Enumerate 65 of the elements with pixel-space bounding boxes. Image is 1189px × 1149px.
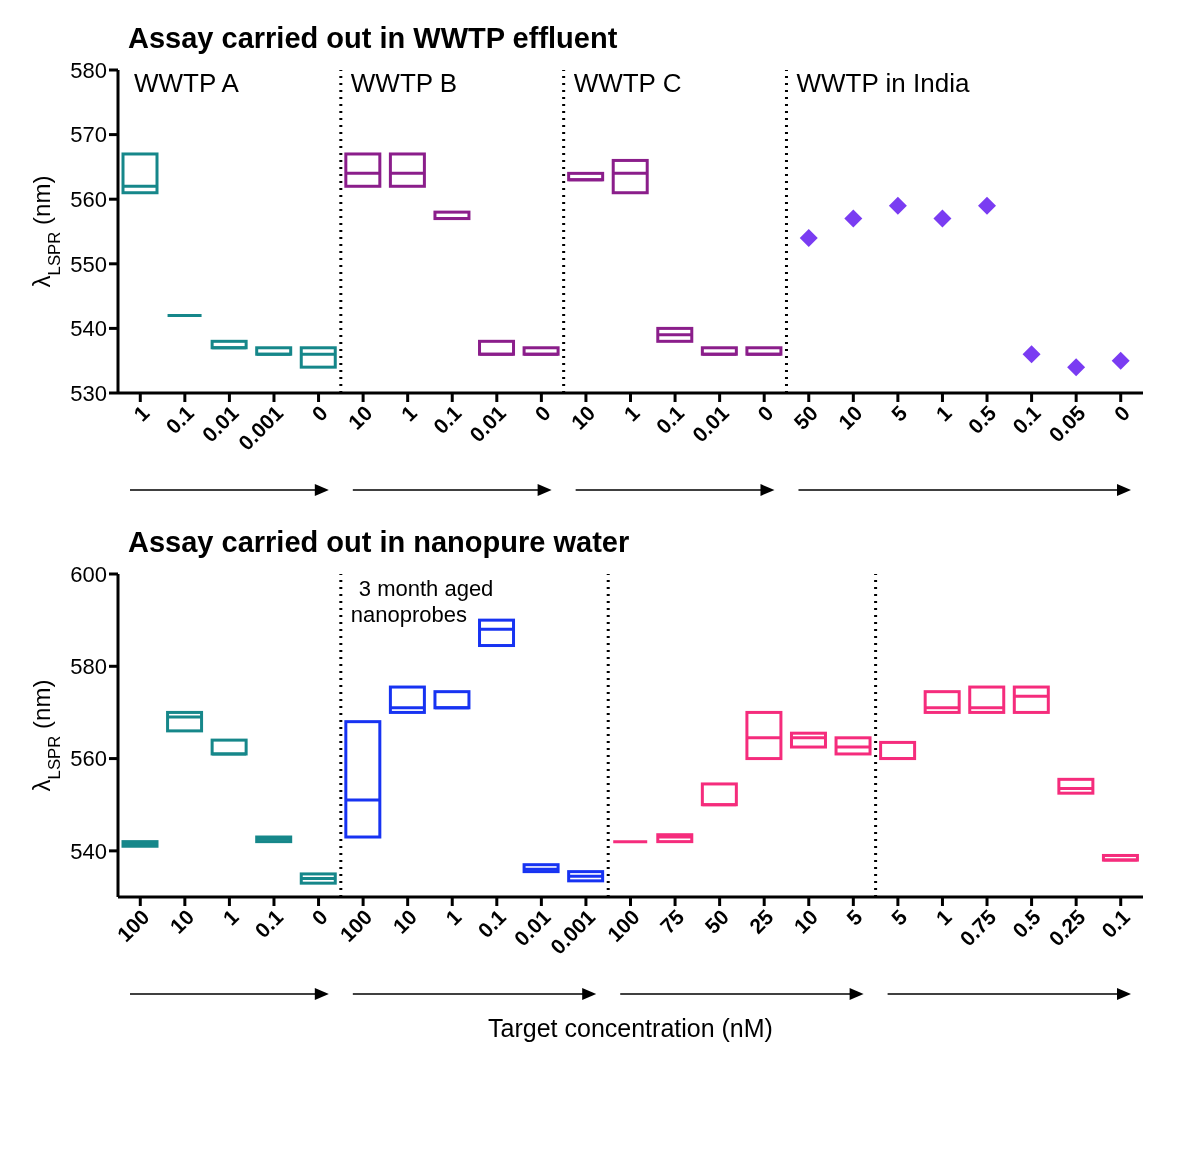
- y-tick-label: 540: [70, 316, 107, 342]
- point: [1022, 345, 1041, 364]
- x-tick-label: 0.1: [651, 400, 689, 439]
- x-tick-label: 10: [165, 905, 199, 938]
- x-tick-label: 100: [335, 905, 377, 947]
- x-tick-label: 5: [886, 904, 912, 930]
- x-tick-label: 0: [307, 401, 332, 426]
- x-tick-label: 100: [112, 905, 154, 947]
- x-axis-title: Target concentration (nM): [487, 1014, 774, 1043]
- y-tick-label: 580: [70, 57, 107, 83]
- x-tick-label: 0.1: [161, 400, 199, 439]
- x-tick-label: 0: [753, 401, 778, 426]
- text: WWTP C: [573, 68, 682, 98]
- point: [844, 209, 863, 228]
- x-tick-label: 0.01: [465, 400, 511, 447]
- x-tick-label: 5: [886, 400, 912, 426]
- x-tick-label: 10: [343, 401, 377, 434]
- chart-title: Assay carried out in WWTP effluent: [128, 22, 618, 55]
- x-tick-label: 75: [655, 904, 689, 938]
- x-tick-label: 50: [789, 401, 823, 434]
- x-tick-label: 0.01: [687, 400, 734, 447]
- annotation: WWTP in India: [796, 68, 970, 98]
- y-tick-label: 580: [70, 654, 107, 680]
- y-tick-label: 560: [70, 746, 107, 772]
- x-tick-label: 0.1: [1008, 400, 1046, 439]
- x-tick-label: 10: [789, 905, 823, 938]
- x-tick-label: 10: [833, 401, 867, 434]
- x-tick-label: 0.1: [428, 400, 466, 439]
- x-tick-label: 1: [931, 400, 957, 426]
- x-tick-label: 10: [388, 905, 422, 938]
- x-tick-label: 0: [307, 905, 332, 930]
- y-tick-label: 530: [70, 380, 107, 406]
- point: [1111, 351, 1130, 370]
- x-tick-label: 25: [744, 904, 778, 938]
- x-tick-label: 1: [396, 400, 422, 426]
- x-tick-label: 0.1: [250, 904, 288, 943]
- text: WWTP B: [350, 68, 458, 98]
- point: [1067, 358, 1086, 377]
- point: [888, 196, 907, 215]
- x-tick-label: 100: [602, 905, 644, 947]
- x-tick-label: 0.5: [1008, 904, 1046, 943]
- y-tick-label: 570: [70, 122, 107, 148]
- chart-title: Assay carried out in nanopure water: [128, 526, 630, 559]
- x-tick-label: 1: [441, 904, 466, 930]
- text: WWTP A: [134, 68, 240, 98]
- x-tick-label: 0.5: [963, 400, 1001, 439]
- series-label: 3 month aged nanoprobes: [350, 576, 494, 627]
- x-tick-label: 5: [842, 904, 867, 930]
- x-tick-label: 1: [619, 400, 645, 426]
- x-tick-label: 50: [700, 905, 733, 938]
- point: [799, 228, 818, 247]
- x-tick-label: 0: [1109, 401, 1135, 426]
- y-tick-label: 560: [70, 187, 107, 213]
- x-tick-label: 0.1: [473, 904, 511, 943]
- x-tick-label: 10: [566, 401, 600, 434]
- x-tick-label: 1: [218, 904, 244, 930]
- y-tick-label: 600: [70, 561, 107, 587]
- x-tick-label: 0.1: [1097, 904, 1135, 943]
- x-tick-label: 1: [931, 904, 957, 930]
- y-tick-label: 550: [70, 251, 107, 277]
- y-tick-label: 540: [70, 838, 107, 864]
- x-tick-label: 1: [129, 400, 154, 426]
- point: [978, 196, 997, 215]
- point: [933, 209, 952, 228]
- x-tick-label: 0: [530, 401, 555, 426]
